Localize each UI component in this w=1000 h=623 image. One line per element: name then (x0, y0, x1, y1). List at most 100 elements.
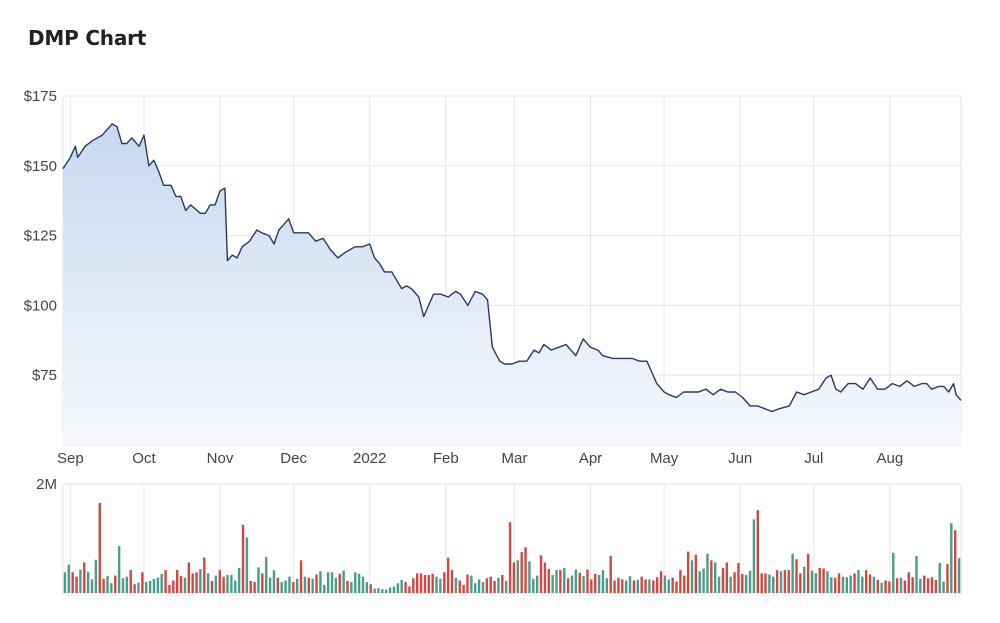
volume-bar (330, 572, 334, 593)
volume-bar (744, 575, 748, 593)
volume-bar (222, 576, 225, 593)
volume-bar (400, 579, 403, 593)
volume-bar (94, 559, 98, 593)
volume-bar (133, 584, 136, 593)
volume-bar (628, 576, 632, 593)
price-line (62, 123, 962, 413)
volume-bar (288, 576, 291, 593)
volume-bar (145, 582, 148, 593)
volume-bar (439, 578, 442, 593)
volume-bar (179, 576, 183, 593)
volume-bar (814, 573, 818, 593)
volume-bar (717, 576, 721, 593)
volume-bar (199, 569, 202, 593)
volume-bar (419, 573, 423, 593)
volume-bar (729, 576, 732, 593)
volume-bar (323, 584, 326, 593)
volume-bar (79, 569, 82, 593)
volume-bar (919, 578, 922, 593)
volume-bar (214, 575, 218, 593)
volume-bar (129, 570, 132, 593)
volume-bar (218, 570, 221, 593)
volume-bar (880, 582, 883, 593)
volume-bar (299, 560, 303, 593)
volume-bar (350, 582, 353, 593)
volume-bar (183, 577, 187, 593)
volume-bar (493, 581, 496, 593)
volume-bar (466, 574, 469, 593)
volume-bar (803, 566, 806, 593)
volume-bar (837, 573, 841, 593)
volume-bar (369, 584, 372, 593)
volume-bar (609, 555, 612, 593)
volume-bar (574, 569, 578, 593)
volume-bar (315, 574, 318, 593)
volume-bar (675, 581, 678, 593)
y-tick-label: $175 (24, 88, 57, 105)
volume-bar (230, 575, 233, 593)
volume-bar (110, 583, 113, 593)
volume-bar (334, 577, 338, 593)
volume-bar (563, 567, 566, 593)
x-tick-label: Nov (207, 450, 234, 467)
volume-bar (764, 573, 767, 593)
volume-bar (683, 575, 686, 593)
volume-bar (601, 570, 605, 593)
volume-bar (636, 579, 639, 593)
volume-bar (392, 586, 396, 593)
x-tick-label: Oct (132, 450, 156, 467)
volume-bar (160, 573, 163, 593)
volume-bar (470, 575, 473, 593)
volume-bar (408, 586, 411, 593)
volume-bar (547, 569, 550, 593)
volume-bar (86, 571, 90, 593)
x-tick-label: Apr (579, 450, 602, 467)
volume-bar (667, 579, 670, 594)
volume-bar (942, 581, 945, 593)
x-tick-label: Jul (804, 450, 823, 467)
volume-bar (721, 567, 725, 593)
volume-bar (63, 572, 67, 593)
volume-bar (714, 562, 717, 593)
volume-bar (799, 573, 802, 593)
y-tick-label: $75 (32, 367, 57, 384)
volume-bar (652, 580, 655, 594)
volume-bar (501, 575, 504, 593)
y-tick-label: $100 (24, 297, 57, 314)
volume-bar (543, 562, 547, 593)
volume-bar (907, 572, 910, 593)
volume-bar (532, 578, 535, 593)
volume-bar (857, 570, 860, 593)
volume-bar (253, 582, 256, 593)
volume-bar (578, 572, 581, 593)
volume-bar (365, 582, 369, 593)
volume-bar (686, 551, 690, 593)
volume-bar (594, 573, 597, 593)
volume-bar (481, 582, 485, 593)
price-area (63, 123, 961, 446)
volume-bar (679, 570, 682, 593)
volume-bar (497, 577, 500, 593)
volume-bar (241, 524, 245, 594)
volume-bar (822, 568, 825, 594)
volume-bar (710, 560, 713, 593)
volume-bar (319, 571, 322, 593)
volume-bar (926, 578, 930, 593)
volume-bar (586, 569, 589, 593)
volume-bar (706, 553, 709, 593)
volume-bar (168, 584, 171, 593)
volume-bar (83, 562, 86, 593)
volume-bar (203, 557, 206, 594)
volume-bar (388, 587, 392, 593)
volume-bar (559, 570, 562, 593)
volume-bar (381, 589, 384, 593)
volume-bar (841, 576, 845, 593)
volume-bar (373, 588, 376, 593)
volume-bar (292, 582, 295, 593)
volume-bar (361, 576, 365, 593)
volume-bar (346, 581, 349, 593)
volume-bar (117, 546, 121, 593)
volume-bar (748, 570, 752, 593)
volume-bar (795, 559, 798, 593)
volume-bar (895, 578, 899, 593)
